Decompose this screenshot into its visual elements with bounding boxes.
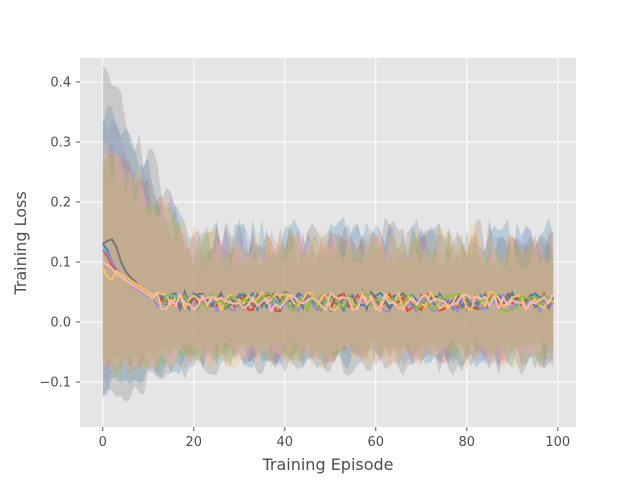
x-axis-label: Training Episode — [261, 455, 393, 474]
confidence-band — [102, 143, 554, 371]
plot-background — [80, 58, 576, 427]
series-lines — [101, 237, 555, 315]
y-tick-label: −0.1 — [39, 376, 71, 391]
y-tick-label: 0.3 — [50, 136, 71, 151]
series-line — [102, 261, 555, 313]
x-tick-label: 0 — [99, 435, 107, 450]
y-tick-label: 0.1 — [50, 256, 71, 271]
x-tick-label: 100 — [545, 435, 570, 450]
confidence-band — [102, 150, 554, 381]
confidence-band — [102, 139, 554, 375]
x-tick-label: 40 — [276, 435, 293, 450]
x-tick-label: 60 — [368, 435, 385, 450]
confidence-band — [102, 153, 554, 375]
y-axis-ticks: −0.1 0.0 0.1 0.2 0.3 0.4 — [39, 76, 80, 391]
x-axis-ticks: 0 20 40 60 80 100 — [99, 427, 570, 450]
x-tick-label: 20 — [185, 435, 202, 450]
y-axis-label: Training Loss — [11, 191, 30, 295]
series-line — [102, 237, 555, 313]
confidence-bands — [102, 64, 554, 403]
y-tick-label: 0.4 — [50, 76, 71, 91]
confidence-band — [102, 64, 554, 403]
confidence-band — [102, 105, 554, 397]
grid — [80, 58, 576, 427]
confidence-band — [102, 118, 554, 387]
x-tick-label: 80 — [459, 435, 476, 450]
y-tick-label: 0.0 — [50, 316, 71, 331]
y-tick-label: 0.2 — [50, 196, 71, 211]
